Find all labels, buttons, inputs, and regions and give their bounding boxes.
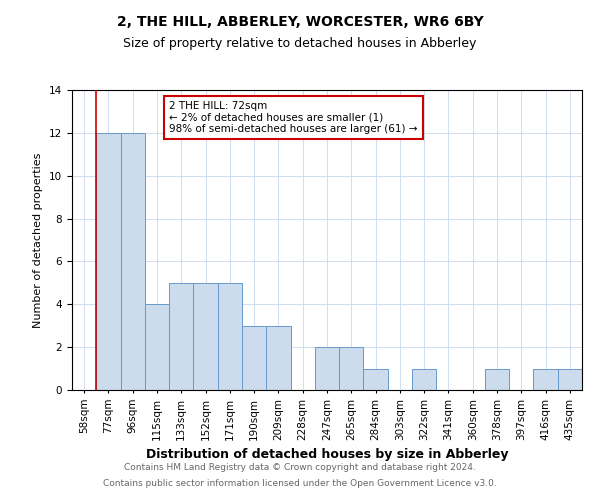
Bar [145,304,169,390]
Text: 2, THE HILL, ABBERLEY, WORCESTER, WR6 6BY: 2, THE HILL, ABBERLEY, WORCESTER, WR6 6B… [116,15,484,29]
Bar [121,133,145,390]
Bar [169,283,193,390]
Bar [315,347,339,390]
Bar [96,133,121,390]
Bar [218,283,242,390]
X-axis label: Distribution of detached houses by size in Abberley: Distribution of detached houses by size … [146,448,508,461]
Bar [412,368,436,390]
Y-axis label: Number of detached properties: Number of detached properties [34,152,43,328]
Bar [193,283,218,390]
Bar [242,326,266,390]
Bar [266,326,290,390]
Text: Contains HM Land Registry data © Crown copyright and database right 2024.: Contains HM Land Registry data © Crown c… [124,464,476,472]
Bar [533,368,558,390]
Bar [485,368,509,390]
Text: Contains public sector information licensed under the Open Government Licence v3: Contains public sector information licen… [103,478,497,488]
Bar [558,368,582,390]
Bar [364,368,388,390]
Text: Size of property relative to detached houses in Abberley: Size of property relative to detached ho… [124,38,476,51]
Text: 2 THE HILL: 72sqm
← 2% of detached houses are smaller (1)
98% of semi-detached h: 2 THE HILL: 72sqm ← 2% of detached house… [169,100,418,134]
Bar [339,347,364,390]
